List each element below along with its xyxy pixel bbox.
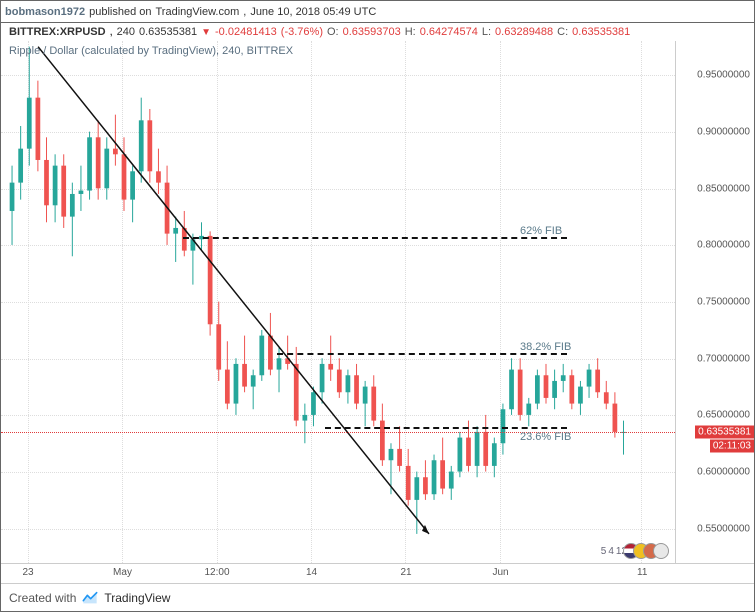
badge-num: 4 — [608, 546, 614, 557]
footer-brand: TradingView — [104, 591, 170, 605]
countdown-tag: 02:11:03 — [710, 440, 754, 453]
L-label: L: — [482, 26, 491, 38]
plot-area[interactable]: Ripple / Dollar (calculated by TradingVi… — [1, 41, 676, 563]
x-axis-pad — [676, 563, 754, 583]
last-price: 0.63535381 — [139, 26, 197, 38]
x-axis-wrap: 23 May 12:00 14 21 Jun 11 — [1, 563, 754, 583]
y-tick-label: 0.70000000 — [697, 353, 750, 364]
header-verb: published on — [89, 6, 151, 18]
C-val: 0.63535381 — [572, 26, 630, 38]
x-tick-label: May — [113, 567, 132, 578]
timeframe: 240 — [117, 26, 135, 38]
x-tick-label: 12:00 — [204, 567, 229, 578]
y-tick-label: 0.85000000 — [697, 183, 750, 194]
O-label: O: — [327, 26, 339, 38]
coin-icon — [653, 543, 669, 559]
x-tick-label: 23 — [22, 567, 33, 578]
chart-container: bobmason1972 published on TradingView.co… — [0, 0, 755, 612]
y-tick-label: 0.75000000 — [697, 297, 750, 308]
publish-header: bobmason1972 published on TradingView.co… — [1, 1, 754, 23]
fib-line[interactable] — [183, 237, 567, 239]
chart-title: Ripple / Dollar (calculated by TradingVi… — [9, 45, 293, 57]
y-tick-label: 0.65000000 — [697, 410, 750, 421]
fib-label: 38.2% FIB — [520, 341, 571, 353]
ohlc-row: BITTREX:XRPUSD, 240 0.63535381 ▼ -0.0248… — [1, 23, 754, 41]
fib-line[interactable] — [277, 353, 567, 355]
L-val: 0.63289488 — [495, 26, 553, 38]
x-tick-label: Jun — [492, 567, 508, 578]
H-val: 0.64274574 — [420, 26, 478, 38]
O-val: 0.63593703 — [343, 26, 401, 38]
symbol: BITTREX:XRPUSD — [9, 26, 106, 38]
y-axis: 0.55000000 0.60000000 0.65000000 0.70000000… — [676, 41, 754, 563]
badge-num: 5 — [601, 546, 607, 557]
H-label: H: — [405, 26, 416, 38]
tradingview-icon — [82, 591, 98, 605]
y-tick-label: 0.60000000 — [697, 467, 750, 478]
last-price-line — [1, 432, 675, 433]
y-tick-label: 0.95000000 — [697, 70, 750, 81]
footer: Created with TradingView — [1, 583, 754, 611]
header-date: June 10, 2018 05:49 UTC — [250, 6, 376, 18]
C-label: C: — [557, 26, 568, 38]
change-abs: -0.02481413 — [215, 26, 277, 38]
fib-line[interactable] — [325, 427, 568, 429]
x-tick-label: 14 — [306, 567, 317, 578]
footer-created: Created with — [9, 591, 76, 605]
fib-label: 23.6% FIB — [520, 431, 571, 443]
change-pct: (-3.76%) — [281, 26, 323, 38]
author: bobmason1972 — [5, 6, 85, 18]
y-tick-label: 0.55000000 — [697, 523, 750, 534]
y-tick-label: 0.90000000 — [697, 126, 750, 137]
arrow-down-icon: ▼ — [201, 27, 211, 38]
x-tick-label: 11 — [637, 567, 647, 578]
x-tick-label: 21 — [400, 567, 411, 578]
last-price-tag: 0.63535381 — [695, 426, 754, 439]
candles-layer — [1, 41, 675, 562]
y-tick-label: 0.80000000 — [697, 240, 750, 251]
x-axis: 23 May 12:00 14 21 Jun 11 — [1, 563, 676, 583]
header-site: TradingView.com — [155, 6, 239, 18]
chart-body: Ripple / Dollar (calculated by TradingVi… — [1, 41, 754, 563]
fib-label: 62% FIB — [520, 225, 562, 237]
badge-row: 5 4 12 — [601, 543, 669, 559]
